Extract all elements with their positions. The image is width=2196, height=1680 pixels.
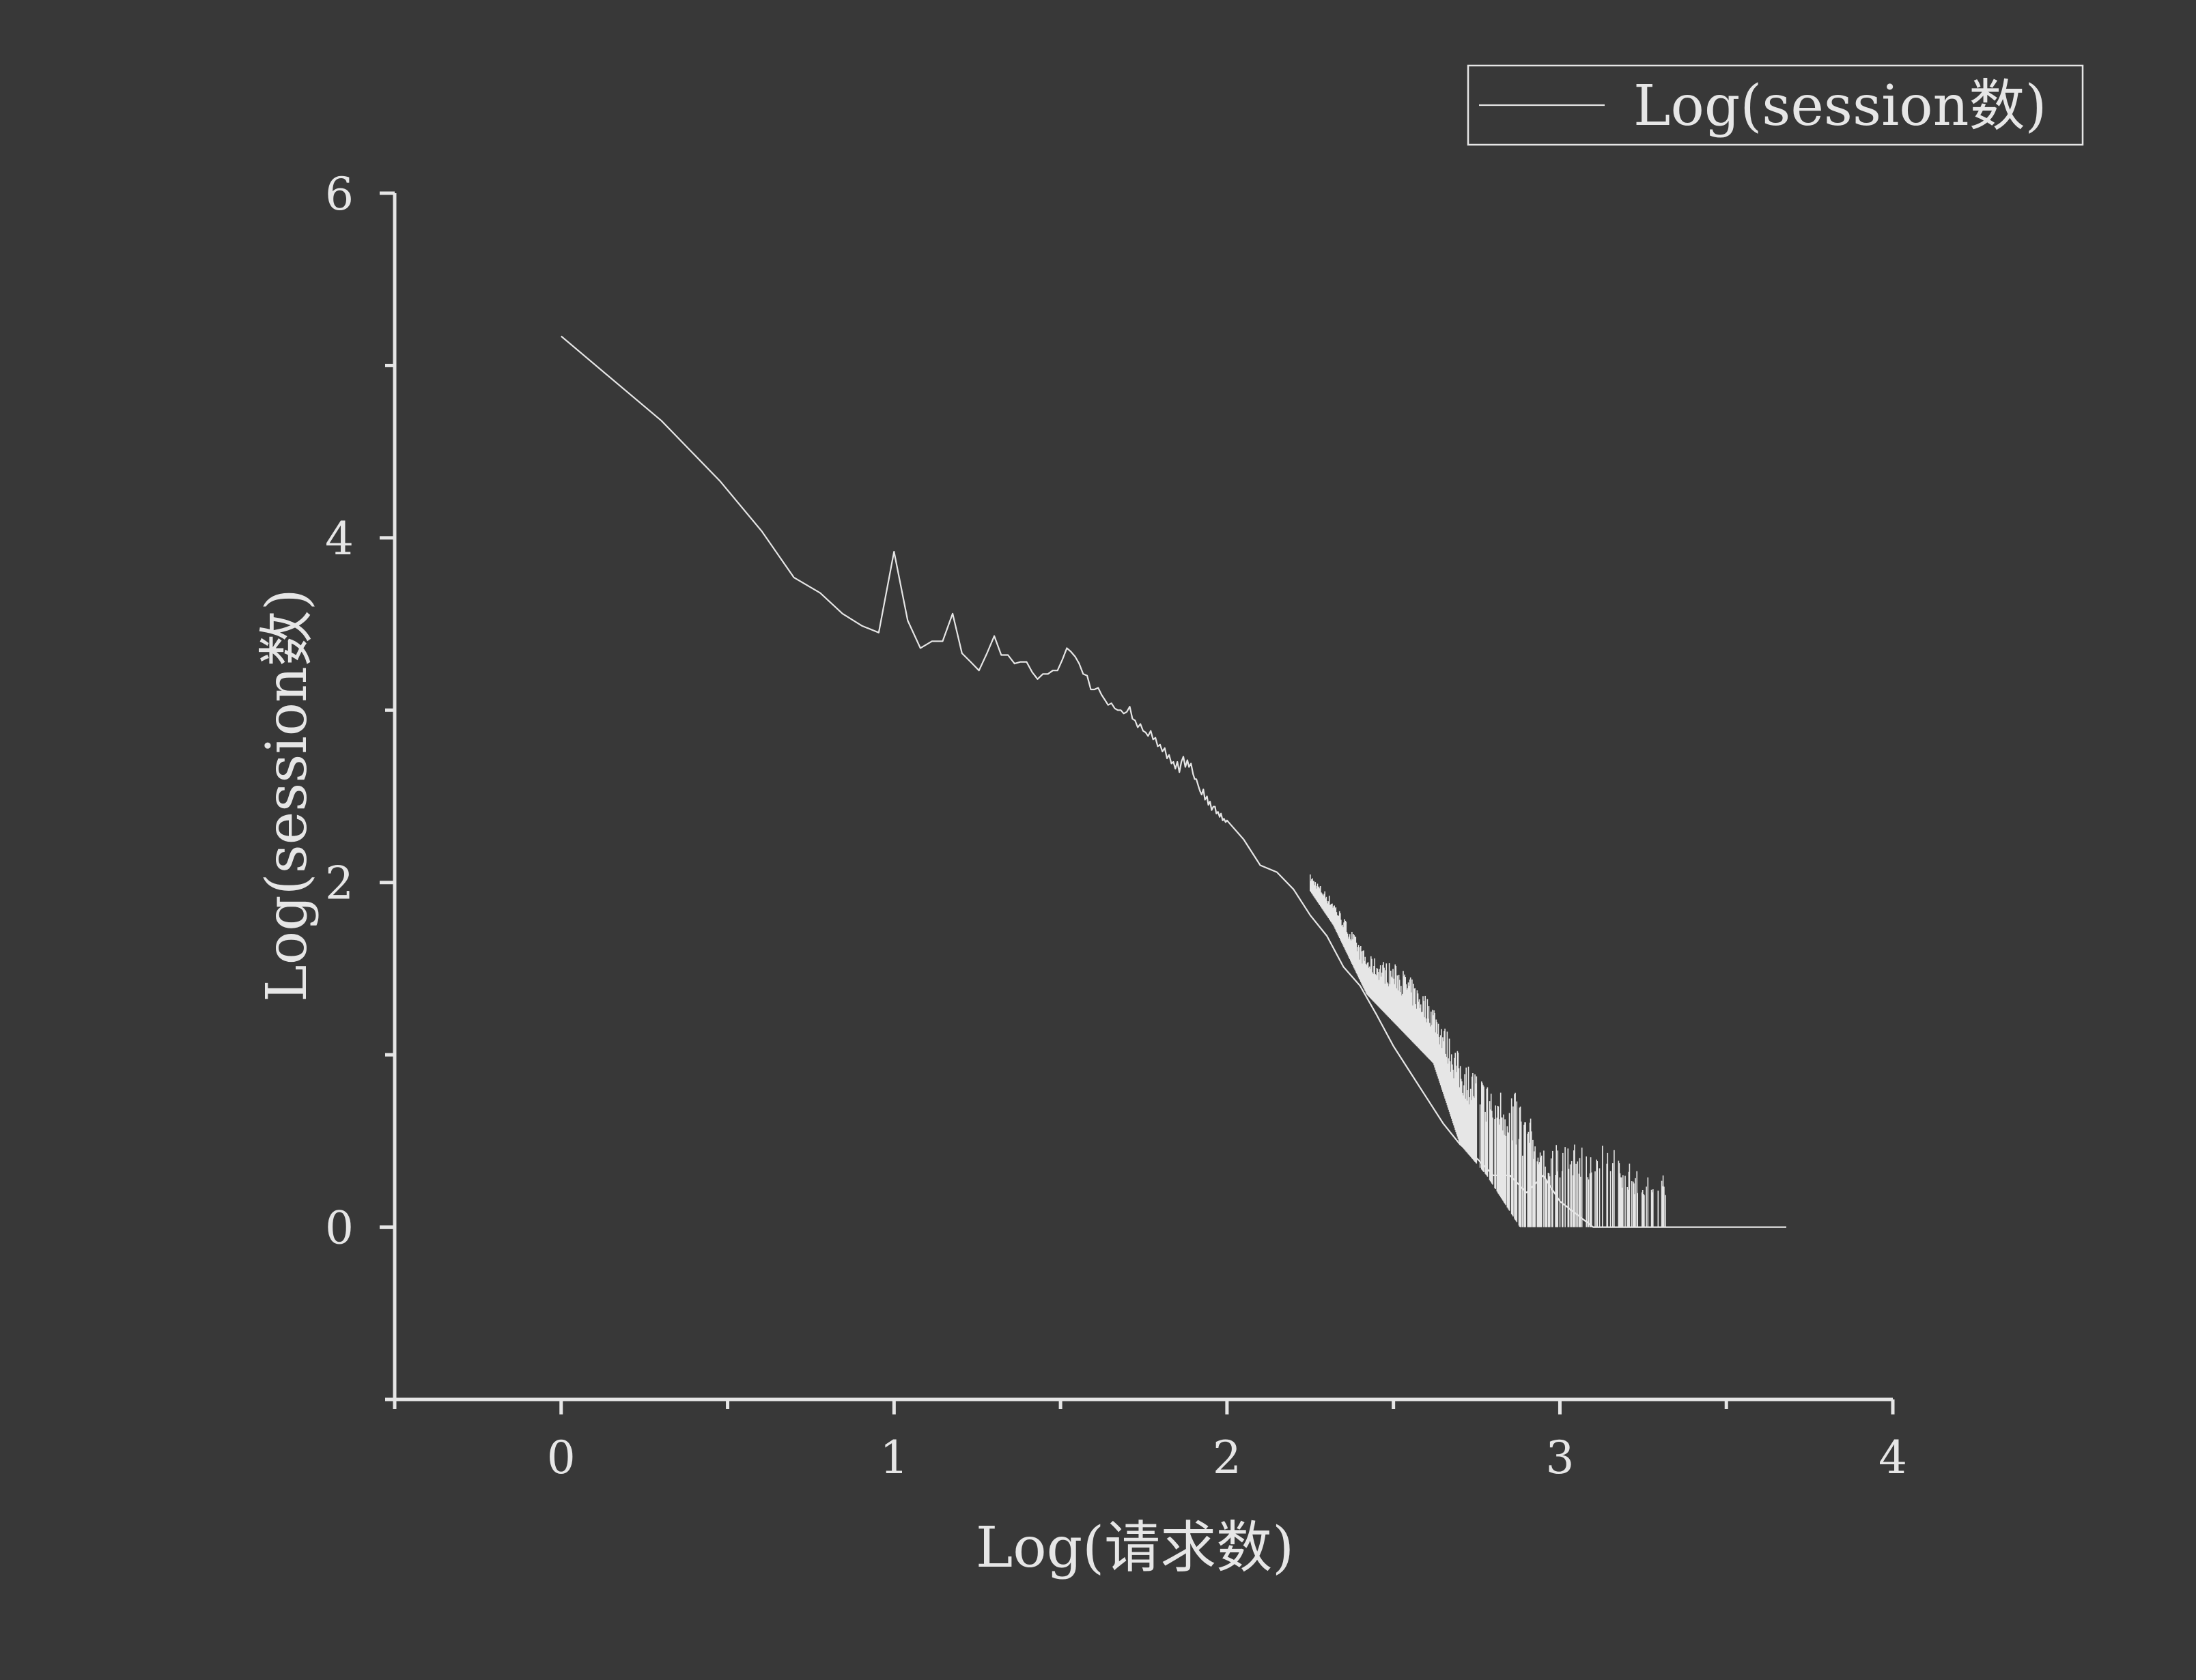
plot-area <box>561 335 1786 1228</box>
series-tail-spikes <box>1310 874 1666 1227</box>
y-axis-label: Log(session数) <box>255 588 320 1001</box>
series-line-0 <box>561 335 1786 1228</box>
x-tick-label: 3 <box>1545 1432 1574 1484</box>
y-tick-label: 4 <box>325 513 354 565</box>
x-tick-label: 0 <box>547 1432 576 1484</box>
legend-entry-label: Log(session数) <box>1633 74 2046 139</box>
x-tick-label: 2 <box>1213 1432 1241 1484</box>
legend-box <box>1467 64 2084 146</box>
y-tick-label: 0 <box>325 1202 354 1255</box>
x-axis-label: Log(请求数) <box>976 1515 1294 1580</box>
legend: Log(session数) <box>1467 64 2084 146</box>
y-tick-label: 6 <box>325 168 354 220</box>
axes <box>393 193 1893 1401</box>
x-ticks: 0 1 2 3 4 <box>393 1399 1907 1484</box>
x-tick-label: 4 <box>1878 1432 1907 1484</box>
y-tick-label: 2 <box>325 857 354 910</box>
y-ticks: 0 2 4 6 <box>325 168 395 1401</box>
x-tick-label: 1 <box>879 1432 908 1484</box>
